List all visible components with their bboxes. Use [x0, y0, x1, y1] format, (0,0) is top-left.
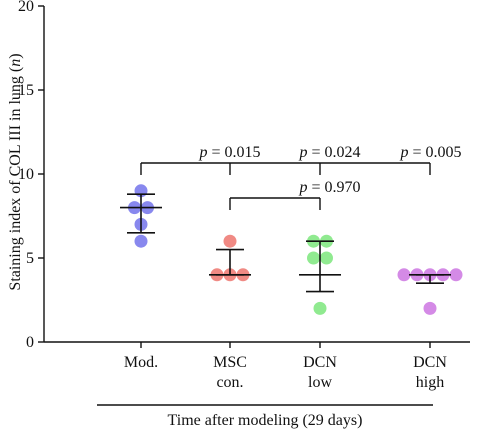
x-tick-label: Mod. — [124, 354, 158, 371]
p-value-label: p = 0.015 — [198, 144, 260, 161]
x-tick-label: DCN — [413, 354, 447, 371]
x-tick-label: high — [416, 374, 444, 391]
x-tick-label: DCN — [303, 354, 337, 371]
data-point — [134, 234, 148, 248]
x-tick-label: con. — [216, 374, 243, 391]
x-axis-title: Time after modeling (29 days) — [168, 412, 363, 429]
data-point — [423, 301, 437, 315]
y-tick-label: 20 — [18, 0, 34, 15]
data-points — [128, 184, 463, 315]
y-tick-label: 0 — [26, 334, 34, 351]
category-labels: Mod. MSC con. DCN low DCN high — [124, 354, 447, 391]
data-point — [449, 268, 463, 282]
data-point — [223, 234, 237, 248]
y-tick-label: 10 — [18, 166, 34, 183]
p-value-label: p = 0.005 — [399, 144, 461, 161]
x-tick-label: low — [308, 374, 332, 391]
x-tick-label: MSC — [213, 354, 247, 371]
y-axis-title: Staining index of COL III in lung (n) — [7, 53, 24, 290]
p-value-label: p = 0.024 — [298, 144, 360, 161]
y-tick-label: 15 — [18, 82, 34, 99]
data-point — [307, 251, 320, 265]
data-point — [320, 251, 333, 265]
axes — [43, 6, 470, 348]
y-ticks: 0 5 10 15 20 — [18, 0, 44, 351]
p-value-label: p = 0.970 — [298, 179, 360, 196]
data-point — [313, 301, 327, 315]
data-point — [397, 268, 411, 282]
error-bars — [120, 193, 451, 293]
significance-brackets: p = 0.015 p = 0.024 p = 0.005 p = 0.970 — [140, 144, 462, 210]
y-tick-label: 5 — [26, 250, 34, 267]
